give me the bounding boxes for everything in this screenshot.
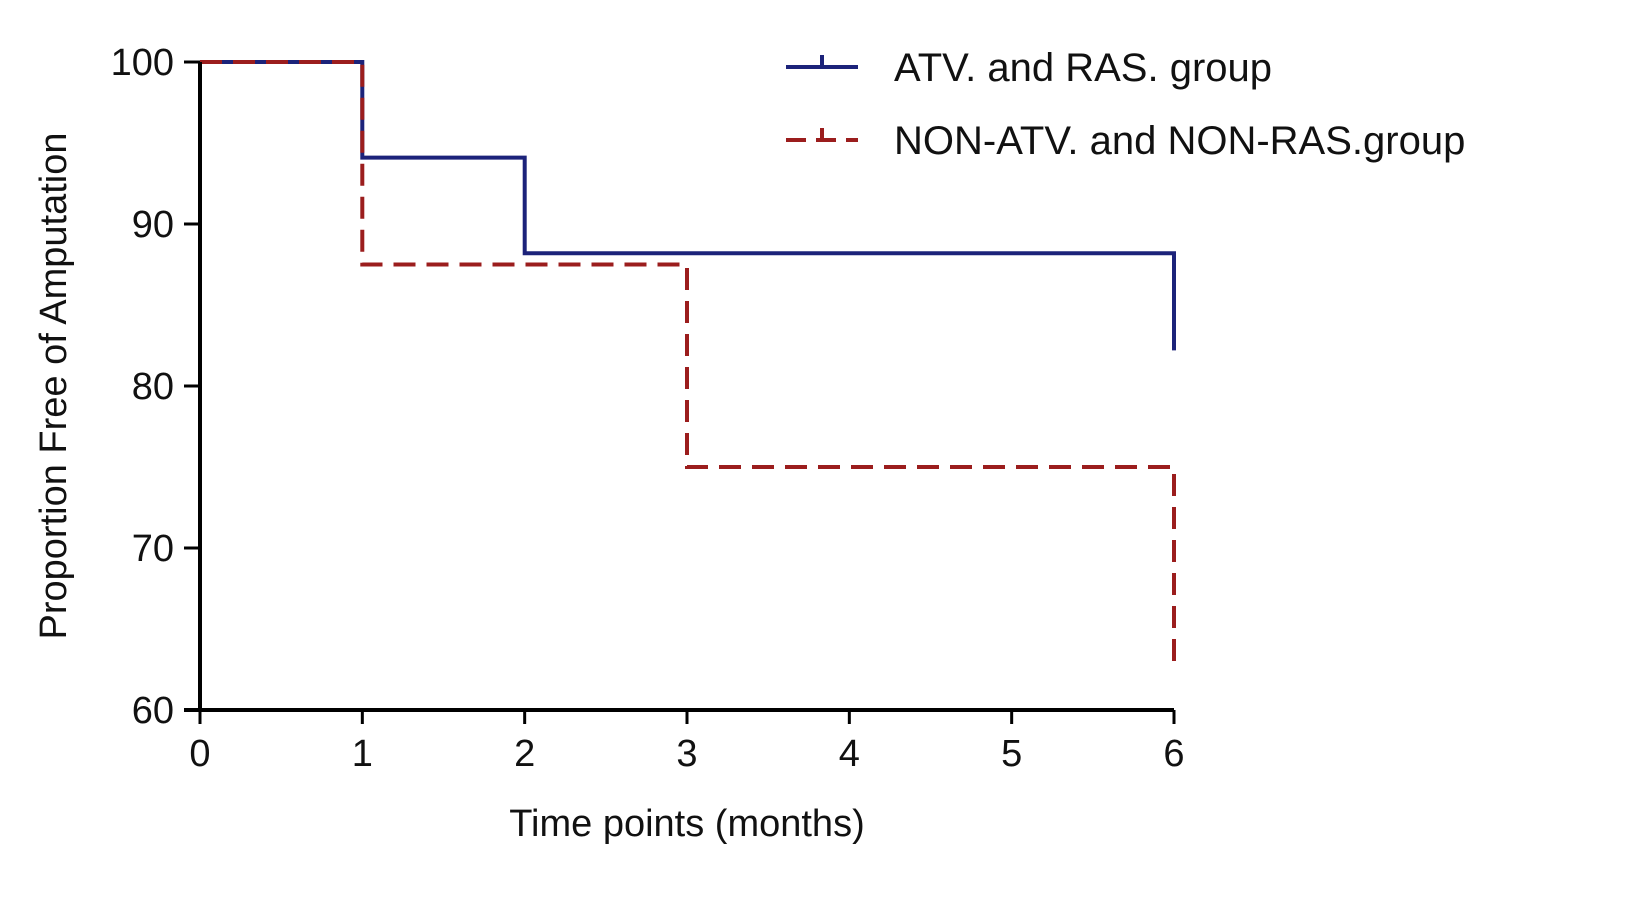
x-tick-label: 3	[676, 733, 697, 775]
x-tick-label: 0	[189, 733, 210, 775]
y-tick-label: 100	[111, 42, 174, 84]
y-tick-label: 80	[132, 366, 174, 408]
legend-label-non-atv-ras: NON-ATV. and NON-RAS.group	[894, 119, 1465, 163]
series-layer	[200, 60, 1176, 670]
y-tick-label: 60	[132, 690, 174, 732]
legend-label-atv-ras: ATV. and RAS. group	[894, 46, 1272, 90]
ticks-layer: 0 1 2 3 4 5 6 60 70 80 90 100	[111, 42, 1185, 775]
x-tick-label: 1	[352, 733, 373, 775]
x-axis-title: Time points (months)	[509, 803, 864, 845]
y-tick-label: 70	[132, 528, 174, 570]
x-tick-label: 5	[1001, 733, 1022, 775]
x-tick-label: 6	[1163, 733, 1184, 775]
y-axis-title: Proportion Free of Amputation	[33, 133, 75, 640]
series-line-atv-ras	[200, 60, 1176, 351]
x-tick-label: 4	[839, 733, 860, 775]
x-tick-label: 2	[514, 733, 535, 775]
legend: ATV. and RAS. group NON-ATV. and NON-RAS…	[786, 46, 1465, 163]
y-tick-label: 90	[132, 204, 174, 246]
